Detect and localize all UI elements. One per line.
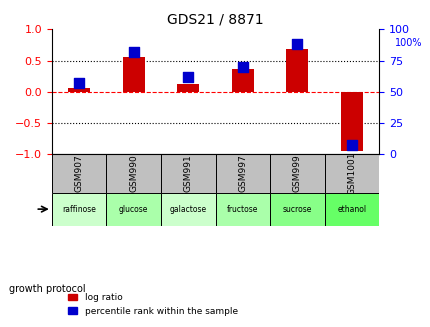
FancyBboxPatch shape [270,154,324,193]
Bar [177,84,199,92]
Text: GSM990: GSM990 [129,154,138,192]
Text: fructose: fructose [227,205,258,214]
Text: GSM999: GSM999 [292,154,301,192]
Text: GSM991: GSM991 [183,154,192,192]
FancyBboxPatch shape [52,193,106,226]
Bar [340,92,362,151]
FancyBboxPatch shape [324,154,378,193]
Text: sucrose: sucrose [282,205,311,214]
Bar [286,49,307,92]
Point [348,143,355,148]
Point [239,64,246,69]
FancyBboxPatch shape [52,154,106,193]
Bar [231,69,253,92]
Point [75,80,82,85]
FancyBboxPatch shape [106,154,160,193]
FancyBboxPatch shape [106,193,160,226]
Text: ethanol: ethanol [337,205,366,214]
Text: raffinose: raffinose [62,205,96,214]
Text: GSM907: GSM907 [74,154,83,192]
Title: GDS21 / 8871: GDS21 / 8871 [167,13,263,27]
Point [130,49,137,54]
Text: GSM997: GSM997 [238,154,247,192]
Point [184,74,191,79]
FancyBboxPatch shape [160,193,215,226]
FancyBboxPatch shape [215,193,270,226]
FancyBboxPatch shape [160,154,215,193]
Text: 100%: 100% [394,38,421,47]
Point [293,42,300,47]
FancyBboxPatch shape [215,154,270,193]
Text: GSM1001: GSM1001 [347,151,356,195]
Legend: log ratio, percentile rank within the sample: log ratio, percentile rank within the sa… [64,289,241,319]
FancyBboxPatch shape [324,193,378,226]
FancyBboxPatch shape [270,193,324,226]
Bar [123,58,144,92]
Bar [68,89,90,92]
Text: glucose: glucose [119,205,148,214]
Text: galactose: galactose [169,205,206,214]
Text: growth protocol: growth protocol [9,284,85,294]
